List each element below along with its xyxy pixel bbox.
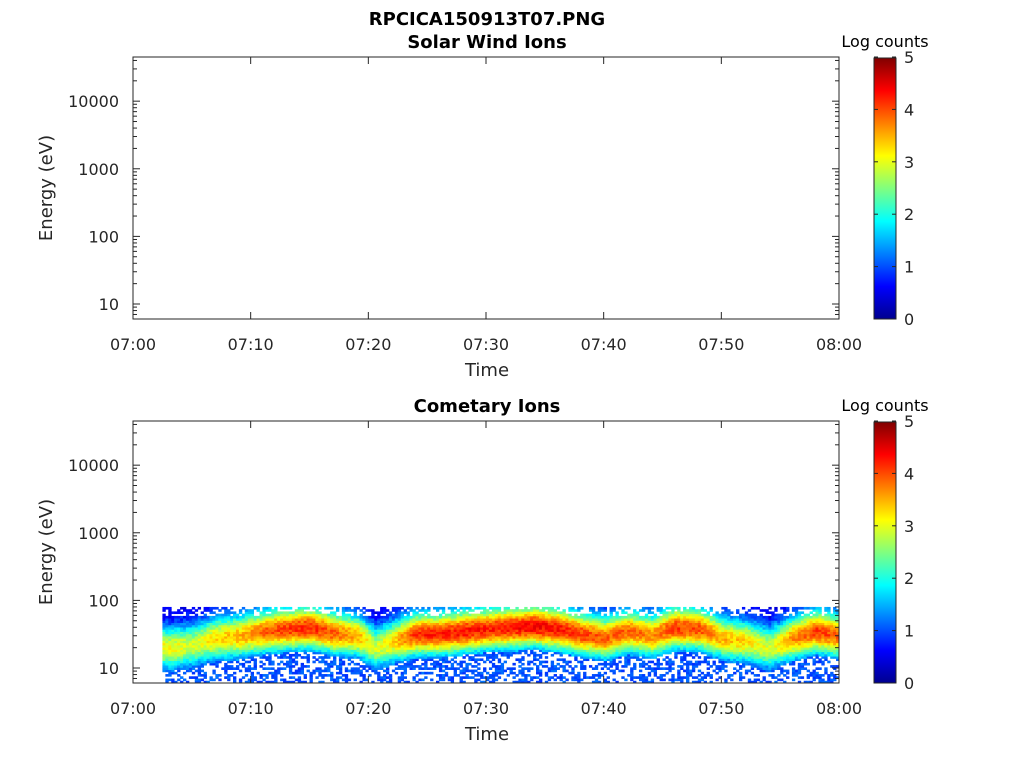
x-tick-label: 07:20 bbox=[345, 699, 391, 718]
plot-area bbox=[132, 56, 840, 320]
y-tick-label: 10 bbox=[99, 295, 119, 314]
x-tick-label: 07:40 bbox=[581, 335, 627, 354]
colorbar-tick-label: 2 bbox=[904, 205, 914, 224]
x-tick-label: 07:00 bbox=[110, 699, 156, 718]
x-tick-label: 08:00 bbox=[816, 699, 862, 718]
y-tick-label: 100 bbox=[88, 227, 119, 246]
panel-title: Solar Wind Ions bbox=[407, 32, 566, 53]
x-tick-label: 08:00 bbox=[816, 335, 862, 354]
figure-title: RPCICA150913T07.PNG bbox=[369, 9, 605, 30]
y-axis-label: Energy (eV) bbox=[36, 499, 57, 605]
panel-title: Cometary Ions bbox=[414, 396, 561, 417]
x-axis-label: Time bbox=[464, 360, 509, 381]
y-axis-label: Energy (eV) bbox=[36, 135, 57, 241]
y-tick-label: 100 bbox=[88, 591, 119, 610]
colorbar-tick-label: 0 bbox=[904, 310, 914, 329]
y-tick-label: 10 bbox=[99, 659, 119, 678]
y-tick-label: 1000 bbox=[78, 524, 119, 543]
x-tick-label: 07:50 bbox=[698, 335, 744, 354]
y-tick-label: 1000 bbox=[78, 160, 119, 179]
colorbar-tick-label: 0 bbox=[904, 674, 914, 693]
y-tick-label: 10000 bbox=[68, 456, 119, 475]
x-tick-label: 07:10 bbox=[228, 335, 274, 354]
colorbar-tick-label: 2 bbox=[904, 569, 914, 588]
x-tick-label: 07:40 bbox=[581, 699, 627, 718]
panel-1: Solar Wind Ions 07:00 07:10 07:20 07:30 07:40… bbox=[36, 32, 929, 381]
x-tick-label: 07:30 bbox=[463, 699, 509, 718]
x-tick-label: 07:30 bbox=[463, 335, 509, 354]
colorbar: Log counts 0 1 2 3 4 5 bbox=[841, 396, 928, 693]
spectrogram-data bbox=[162, 606, 840, 684]
colorbar-label: Log counts bbox=[841, 396, 928, 415]
y-tick-label: 10000 bbox=[68, 92, 119, 111]
colorbar-tick-label: 3 bbox=[904, 153, 914, 172]
colorbar-tick-label: 1 bbox=[904, 258, 914, 277]
colorbar-label: Log counts bbox=[841, 32, 928, 51]
x-tick-label: 07:10 bbox=[228, 699, 274, 718]
colorbar-tick-label: 4 bbox=[904, 464, 914, 483]
colorbar: Log counts 0 1 2 3 4 5 bbox=[841, 32, 928, 329]
x-tick-label: 07:50 bbox=[698, 699, 744, 718]
colorbar-tick-label: 3 bbox=[904, 517, 914, 536]
panel-2: Cometary Ions 07:00 07:10 07:20 07:30 07:40 07… bbox=[36, 396, 929, 745]
x-tick-label: 07:20 bbox=[345, 335, 391, 354]
colorbar-tick-label: 4 bbox=[904, 100, 914, 119]
x-tick-label: 07:00 bbox=[110, 335, 156, 354]
x-axis-label: Time bbox=[464, 724, 509, 745]
colorbar-tick-label: 1 bbox=[904, 622, 914, 641]
colorbar-tick-label: 5 bbox=[904, 48, 914, 67]
colorbar-tick-label: 5 bbox=[904, 412, 914, 431]
